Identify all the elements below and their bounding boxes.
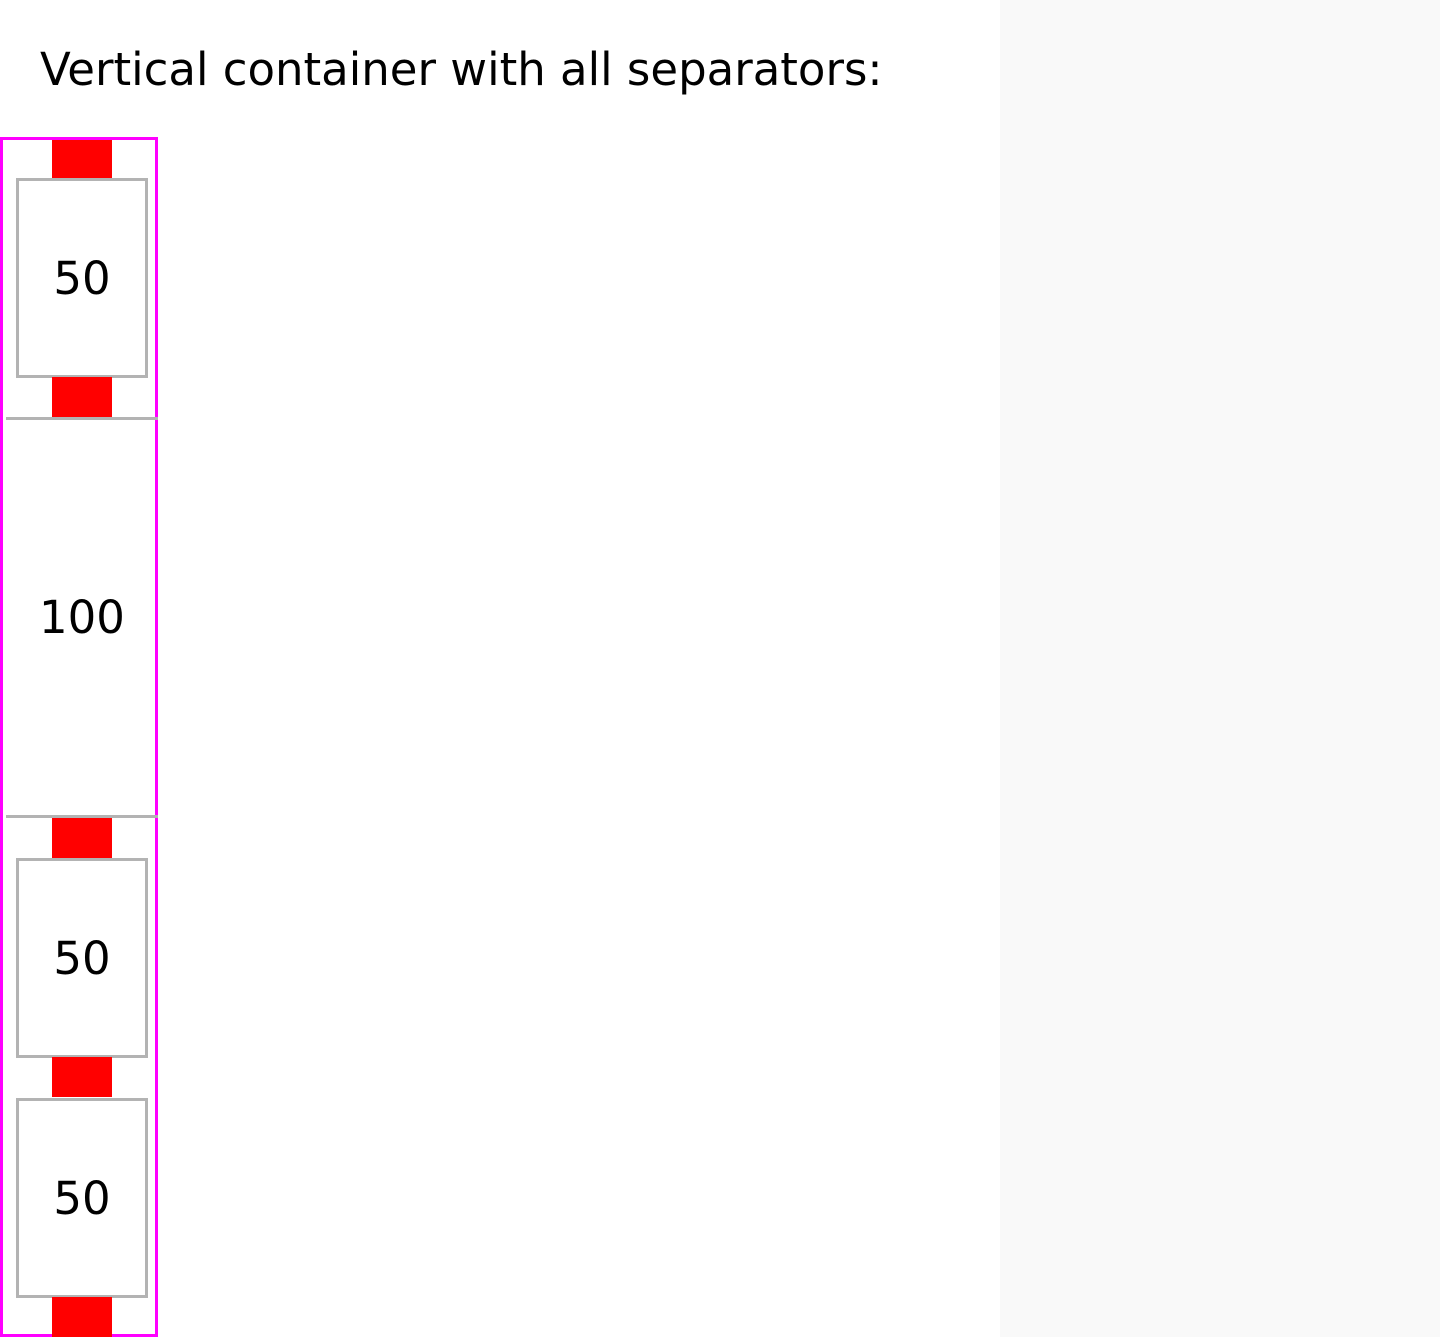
- container-item-1: 50: [16, 178, 148, 378]
- item-label: 100: [39, 591, 125, 644]
- separator: [52, 1057, 112, 1097]
- side-panel: [1000, 0, 1440, 1337]
- item-label: 50: [53, 251, 111, 305]
- main-area: Vertical container with all separators: …: [0, 43, 883, 1337]
- divider: [6, 417, 158, 420]
- container-item-4: 50: [16, 1098, 148, 1298]
- item-label: 50: [53, 1171, 111, 1225]
- container-item-3: 50: [16, 858, 148, 1058]
- vertical-container: 50 100 50 50: [0, 137, 158, 1337]
- container-item-2: 100: [6, 420, 158, 815]
- separator-top: [52, 140, 112, 180]
- item-label: 50: [53, 931, 111, 985]
- separator: [52, 377, 112, 417]
- separator: [52, 818, 112, 858]
- separator-bottom: [52, 1297, 112, 1337]
- divider: [6, 815, 158, 818]
- page-title: Vertical container with all separators:: [40, 43, 883, 96]
